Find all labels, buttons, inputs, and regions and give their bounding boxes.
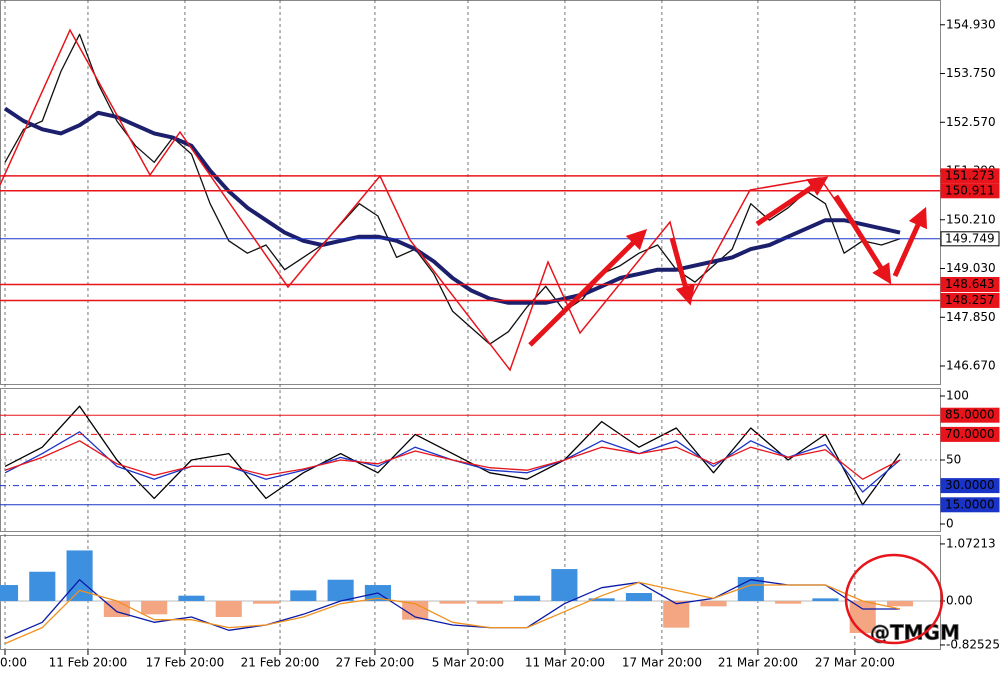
histogram-bar <box>439 601 466 604</box>
histogram-bar <box>812 598 839 602</box>
level-label-box <box>940 497 1000 513</box>
y-tick-label: 100 <box>946 389 969 403</box>
x-tick-label: 11 Mar 20:00 <box>525 656 605 670</box>
histogram-bar <box>514 595 541 602</box>
level-label: 149.749 <box>945 231 995 245</box>
histogram-bar <box>551 569 578 602</box>
series-line <box>4 581 901 645</box>
y-tick-label: 152.570 <box>946 115 996 129</box>
y-tick-label: 1.07213 <box>946 536 996 550</box>
level-label-box <box>940 407 1000 423</box>
level-label-box <box>940 478 1000 494</box>
histogram-bar <box>178 595 205 602</box>
x-tick-label: 0:00 <box>0 656 27 670</box>
x-tick-label: 21 Mar 20:00 <box>718 656 798 670</box>
y-tick-label: 150.210 <box>946 212 996 226</box>
x-tick-label: 21 Feb 20:00 <box>241 656 320 670</box>
y-tick-label: 153.750 <box>946 66 996 80</box>
series-line <box>4 579 900 639</box>
series-line <box>4 440 901 480</box>
series-line <box>4 405 901 506</box>
panel-frame <box>0 535 941 650</box>
histogram-bar <box>775 601 802 604</box>
series-line <box>4 33 901 345</box>
y-tick-label: -0.82525 <box>946 637 1000 651</box>
x-tick-label: 5 Mar 20:00 <box>432 656 505 670</box>
histogram-bar <box>625 593 653 602</box>
histogram-bar <box>252 601 280 604</box>
level-label: 148.643 <box>945 277 995 291</box>
x-tick-label: 11 Feb 20:00 <box>49 656 128 670</box>
histogram-bar <box>215 601 242 617</box>
y-tick-label: 50 <box>946 453 961 467</box>
histogram-bar <box>0 585 19 602</box>
histogram-bar <box>141 601 168 615</box>
histogram-bar <box>700 601 727 607</box>
zigzag <box>0 28 891 372</box>
x-tick-label: 27 Mar 20:00 <box>815 656 895 670</box>
level-label: 150.911 <box>945 183 995 197</box>
level-label-box <box>940 168 1000 184</box>
level-label-box <box>940 231 1000 247</box>
x-tick-label: 17 Mar 20:00 <box>622 656 702 670</box>
level-label: 15.0000 <box>945 497 995 511</box>
histogram-bar <box>29 571 56 602</box>
histogram-bar <box>476 601 503 604</box>
y-tick-label: 154.930 <box>946 17 996 31</box>
y-tick-label: 0 <box>946 517 954 531</box>
trend-arrows <box>528 176 928 347</box>
level-label-box <box>940 292 1000 308</box>
y-tick-label: 149.030 <box>946 261 996 275</box>
histogram-bar <box>588 598 615 602</box>
x-tick-label: 17 Feb 20:00 <box>146 656 225 670</box>
level-label-box <box>940 276 1000 292</box>
highlight-circle <box>844 553 944 645</box>
histogram-bar <box>327 579 354 602</box>
histogram-bar <box>886 601 914 607</box>
watermark: @TMGM <box>870 621 960 645</box>
series-line <box>3 106 901 305</box>
level-label: 85.0000 <box>945 408 995 422</box>
y-tick-label: 0.00 <box>946 594 973 608</box>
x-tick-label: 27 Feb 20:00 <box>336 656 415 670</box>
histogram-bar <box>849 601 876 633</box>
level-label: 151.273 <box>945 168 995 182</box>
y-tick-label: 146.670 <box>946 358 996 372</box>
histogram-bar <box>290 590 317 602</box>
level-label-box <box>940 183 1000 199</box>
y-tick-label: 147.850 <box>946 310 996 324</box>
level-label: 30.0000 <box>945 478 995 492</box>
level-label-box <box>940 426 1000 442</box>
level-label: 148.257 <box>945 293 995 307</box>
histogram-bar <box>663 601 690 628</box>
histogram-bar <box>402 601 429 620</box>
level-label: 70.0000 <box>945 427 995 441</box>
